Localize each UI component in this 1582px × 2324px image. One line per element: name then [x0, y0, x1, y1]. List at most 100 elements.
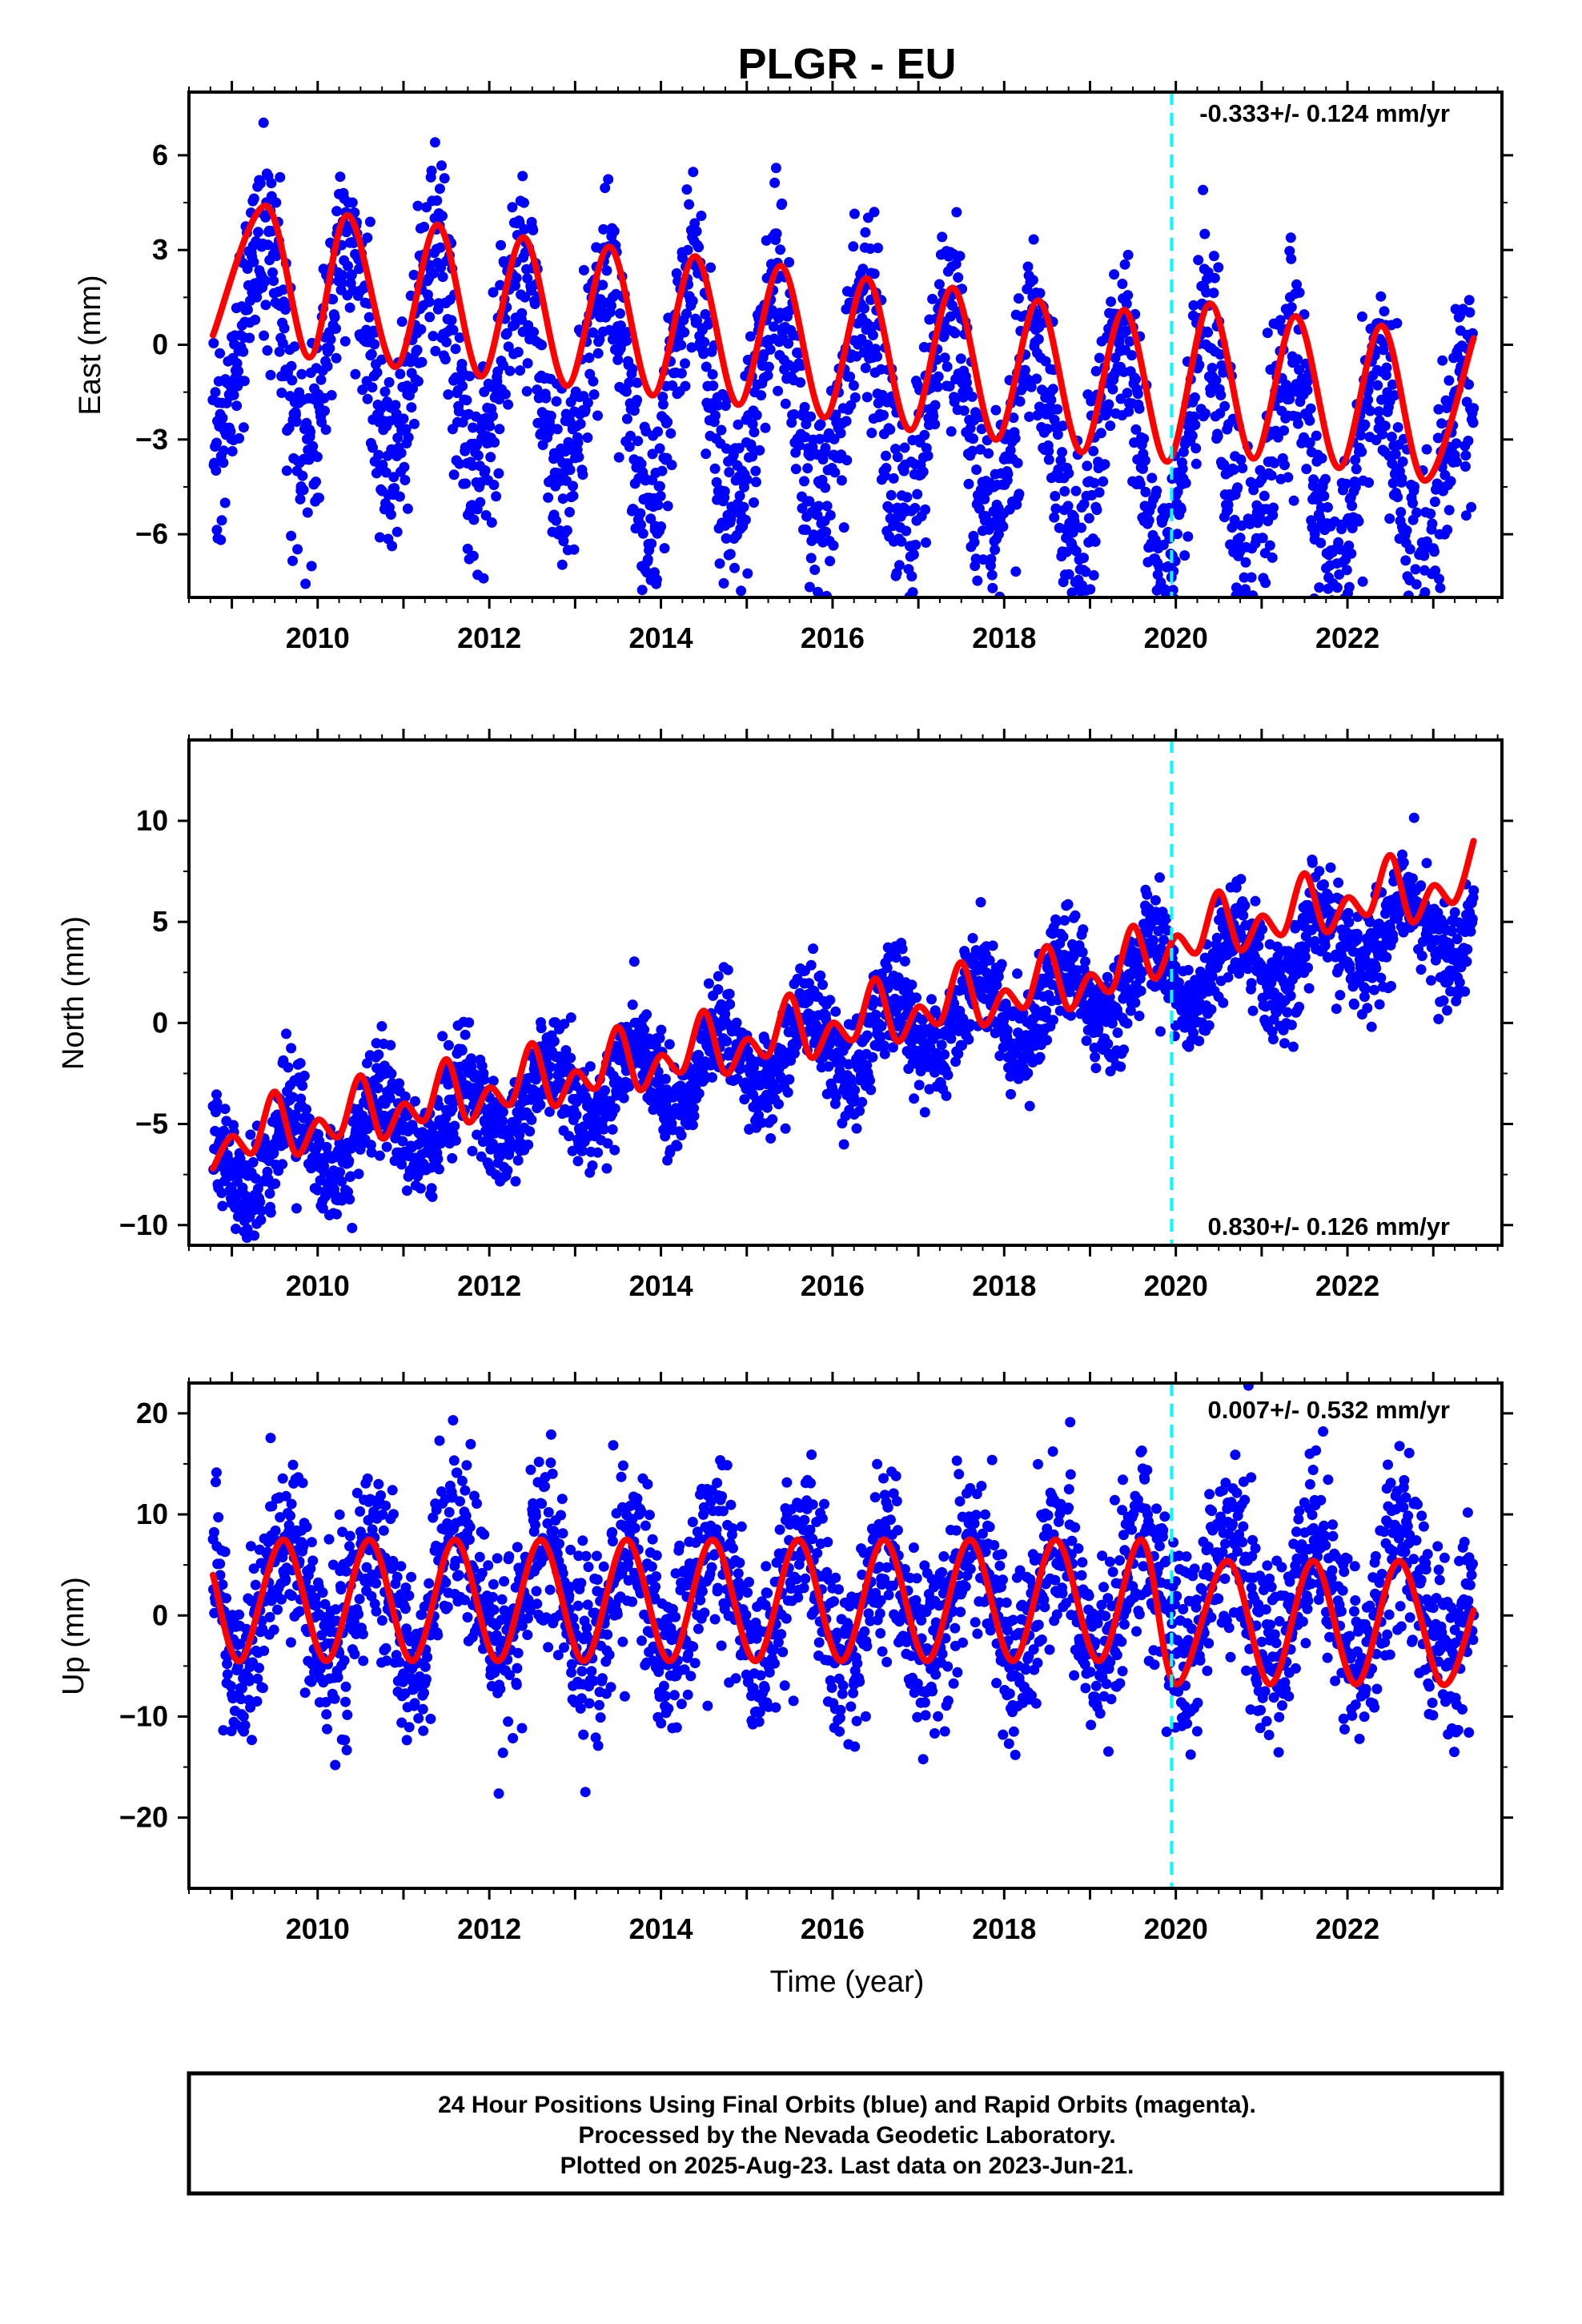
north-data-point [672, 1140, 683, 1152]
east-data-point [647, 448, 658, 460]
east-data-point [1151, 485, 1162, 497]
north-data-point [1002, 1025, 1013, 1036]
east-data-point [1082, 460, 1093, 472]
east-data-point [1441, 403, 1452, 413]
east-data-point [1076, 522, 1086, 533]
east-data-point [1218, 367, 1229, 378]
east-data-point [1343, 541, 1355, 551]
east-data-point [1411, 579, 1422, 590]
east-data-point [1343, 581, 1355, 593]
east-data-point [1027, 275, 1038, 286]
east-data-point [890, 444, 901, 455]
east-data-point [1464, 295, 1475, 306]
east-data-point [1430, 565, 1441, 577]
north-data-point [447, 1152, 458, 1164]
north-data-point [963, 1034, 974, 1045]
north-data-point [1188, 1027, 1199, 1039]
north-data-point [867, 1051, 878, 1063]
east-data-point [568, 480, 578, 492]
east-data-point [885, 424, 896, 435]
east-data-point [953, 272, 964, 283]
east-rate-label: -0.333+/- 0.124 mm/yr [1199, 99, 1450, 127]
east-data-point [845, 400, 857, 411]
east-data-point [493, 468, 504, 479]
north-data-point [865, 1084, 877, 1096]
east-data-point [820, 482, 831, 493]
east-data-point [990, 545, 1001, 555]
chart-title: PLGR - EU [737, 40, 956, 88]
east-data-point [1121, 298, 1132, 309]
east-data-point [1424, 649, 1435, 660]
east-data-point [376, 354, 387, 365]
east-data-point [1070, 485, 1082, 497]
east-data-point [1363, 384, 1374, 396]
east-data-point [1235, 533, 1246, 544]
east-data-point [901, 525, 912, 537]
east-data-point [1445, 476, 1456, 487]
east-data-point [1269, 457, 1280, 468]
north-data-point [609, 1103, 620, 1114]
east-data-point [828, 540, 839, 551]
east-data-point [1359, 419, 1371, 430]
east-data-point [1423, 649, 1434, 659]
north-data-point [607, 1124, 618, 1135]
east-data-point [954, 251, 966, 262]
east-data-point [1042, 424, 1053, 435]
east-data-point [805, 553, 817, 564]
north-data-point [601, 1163, 612, 1174]
north-data-point [1070, 910, 1081, 921]
east-data-point [1443, 505, 1455, 516]
east-data-point [551, 396, 562, 407]
east-data-point [366, 348, 377, 360]
east-data-point [468, 514, 480, 525]
east-data-point [624, 441, 635, 452]
north-data-point [946, 1033, 957, 1044]
north-data-point [432, 1153, 444, 1164]
east-data-point [718, 577, 729, 589]
east-data-point [314, 493, 324, 504]
north-data-point [1051, 916, 1062, 927]
north-data-point [286, 1043, 297, 1054]
east-data-point [528, 224, 539, 235]
east-data-point [1074, 621, 1085, 631]
north-data-point [660, 1131, 671, 1142]
east-data-point [725, 549, 736, 560]
east-data-point [1130, 374, 1142, 385]
east-data-point [1223, 499, 1234, 510]
east-data-point [225, 426, 236, 437]
east-data-point [1419, 626, 1429, 637]
east-data-point [248, 193, 259, 204]
east-data-point [1098, 476, 1109, 487]
east-data-point [434, 183, 445, 195]
east-data-point [730, 618, 741, 629]
north-data-point [825, 1034, 836, 1045]
north-data-point [1211, 932, 1223, 943]
east-data-point [1274, 392, 1285, 404]
east-data-point [396, 316, 408, 328]
east-data-point [679, 327, 690, 338]
east-data-point [1040, 356, 1051, 367]
east-data-point [1294, 364, 1305, 376]
east-data-point [211, 525, 223, 536]
east-data-point [1109, 269, 1120, 280]
east-data-point [480, 465, 491, 476]
east-data-point [1460, 450, 1472, 461]
east-data-point [478, 573, 489, 584]
east-data-point [500, 388, 511, 400]
east-data-point [1316, 452, 1327, 464]
east-data-point [1124, 336, 1135, 347]
east-data-point [1177, 463, 1188, 474]
north-data-point [265, 1207, 276, 1218]
east-data-point [1022, 261, 1034, 272]
east-data-point [1089, 477, 1100, 489]
east-y-tick-label: 6 [152, 139, 168, 171]
east-data-point [578, 264, 589, 275]
east-data-point [1331, 714, 1341, 724]
north-data-point [641, 1009, 652, 1020]
east-data-point [1423, 609, 1434, 620]
east-data-point [1451, 456, 1462, 468]
east-data-point [1175, 504, 1186, 515]
east-data-point [489, 436, 500, 448]
north-data-point [373, 1049, 384, 1060]
east-data-point [1392, 492, 1403, 503]
